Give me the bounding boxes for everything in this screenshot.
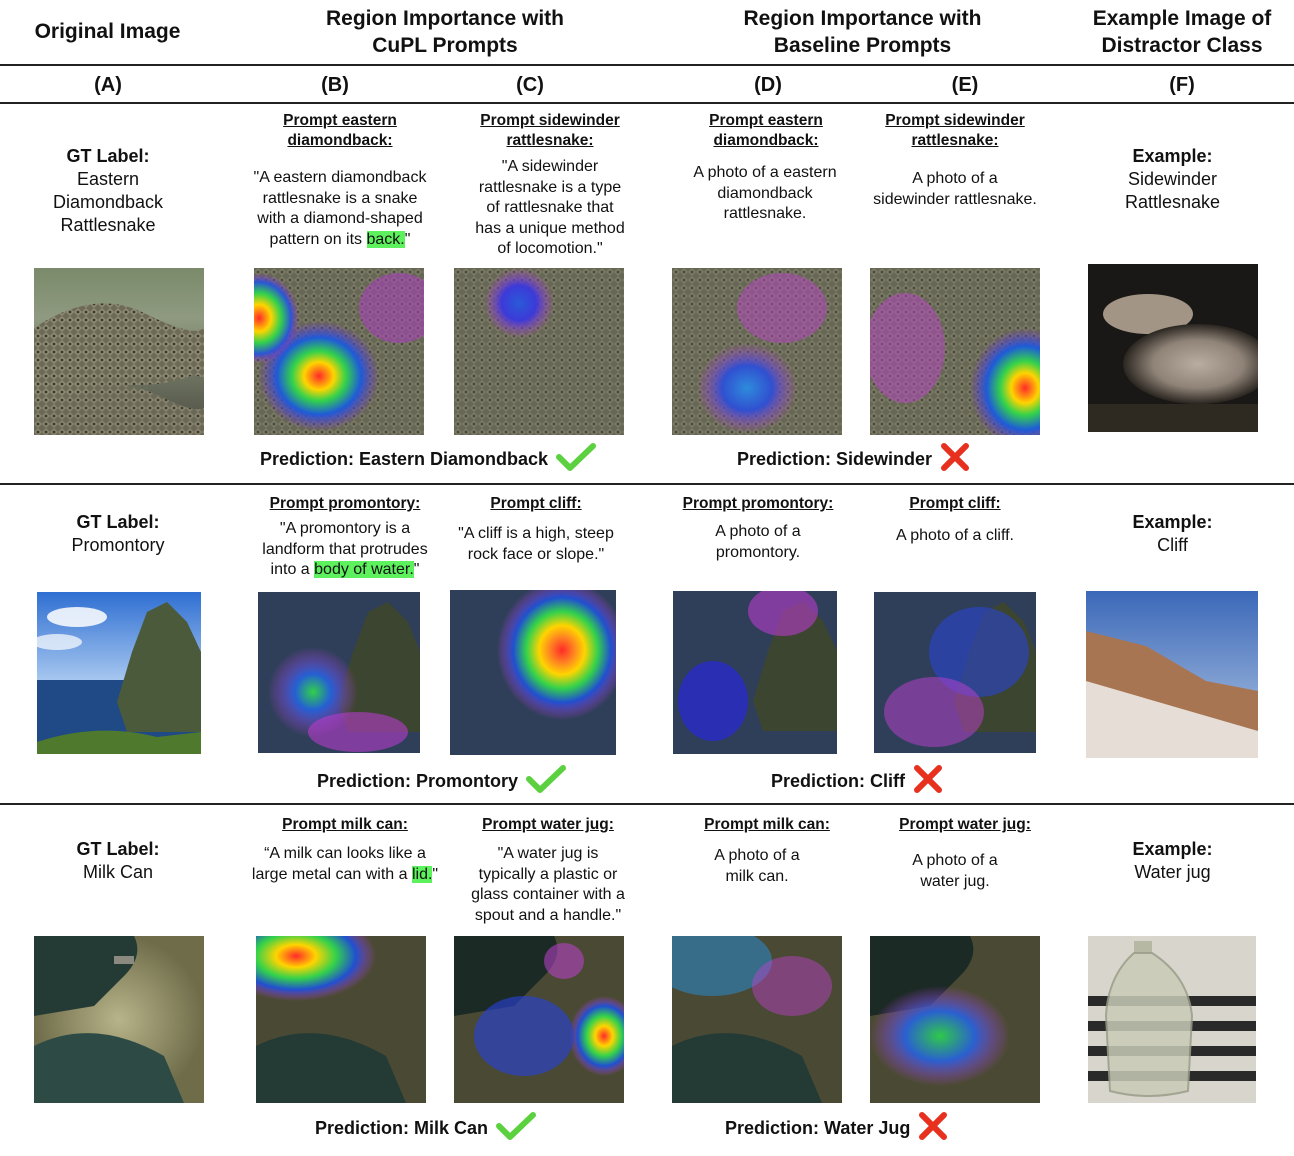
example-label: Sidewinder Rattlesnake <box>1124 169 1221 212</box>
example-image-cliff <box>1086 591 1258 758</box>
cupl-prompt-text-gt: “A milk can looks like a large metal can… <box>251 845 439 883</box>
heatmap-cupl-distractor-milk-can <box>454 936 624 1103</box>
highlight-word: body of water. <box>314 561 414 578</box>
header-rule-top <box>0 64 1294 66</box>
column-letter-a: (A) <box>94 74 122 96</box>
heatmap-cupl-distractor-snake <box>454 268 624 435</box>
heatmap-baseline-distractor-milk-can <box>870 936 1040 1103</box>
cupl-prompt-title-distractor: Prompt cliff: <box>490 495 582 512</box>
header-original-image: Original Image <box>34 20 181 43</box>
example-title: Example: <box>1132 146 1213 166</box>
cupl-prompt-title-distractor: Prompt sidewinder rattlesnake: <box>480 112 620 149</box>
highlight-word: lid. <box>411 865 433 883</box>
cupl-prompt-text-gt: "A promontory is a landform that protrud… <box>262 520 428 578</box>
baseline-prompt-title-gt: Prompt promontory: <box>682 495 834 512</box>
heatmap-cupl-gt-promontory <box>258 592 420 753</box>
baseline-prompt-text-distractor: A photo of a cliff. <box>895 527 1014 544</box>
baseline-prompt-title-distractor: Prompt water jug: <box>899 816 1031 833</box>
prediction-baseline: Prediction: Water Jug <box>725 1111 948 1146</box>
column-letter-c: (C) <box>516 74 544 96</box>
header-baseline: Region Importance with Baseline Prompts <box>743 7 982 57</box>
heatmap-cupl-gt-snake <box>254 268 424 435</box>
cupl-prompt-text-gt: "A eastern diamondback rattlesnake is a … <box>253 169 427 248</box>
example-label: Cliff <box>1157 535 1188 555</box>
column-letter-d: (D) <box>754 74 782 96</box>
gt-label-title: GT Label: <box>66 146 150 166</box>
example-title: Example: <box>1132 839 1213 859</box>
row-divider-2 <box>0 803 1294 805</box>
header-distractor: Example Image of Distractor Class <box>1092 7 1272 57</box>
checkmark-icon <box>526 764 567 798</box>
cross-icon <box>913 764 943 799</box>
example-title: Example: <box>1132 512 1213 532</box>
cupl-prompt-text-distractor: "A cliff is a high, steep rock face or s… <box>458 525 614 563</box>
prediction-cupl: Prediction: Eastern Diamondback <box>260 442 597 476</box>
heatmap-baseline-gt-promontory <box>673 591 837 754</box>
heatmap-cupl-distractor-promontory <box>450 590 616 755</box>
column-letter-b: (B) <box>321 74 349 96</box>
gt-label-title: GT Label: <box>76 512 160 532</box>
original-image-snake <box>34 268 204 435</box>
cupl-prompt-title-gt: Prompt promontory: <box>269 495 421 512</box>
header-rule-bottom <box>0 102 1294 104</box>
example-image-water-jug <box>1088 936 1256 1103</box>
example-label: Water jug <box>1134 862 1211 882</box>
baseline-prompt-title-gt: Prompt milk can: <box>704 816 830 833</box>
cupl-prompt-text-distractor: "A water jug is typically a plastic or g… <box>471 845 625 924</box>
gt-label-value: Promontory <box>71 535 165 555</box>
cupl-prompt-title-gt: Prompt milk can: <box>282 816 408 833</box>
column-letter-e: (E) <box>951 74 979 96</box>
heatmap-baseline-gt-snake <box>672 268 842 435</box>
prediction-baseline: Prediction: Sidewinder <box>737 442 970 473</box>
baseline-prompt-title-gt: Prompt eastern diamondback: <box>709 112 823 149</box>
baseline-prompt-title-distractor: Prompt cliff: <box>909 495 1001 512</box>
checkmark-icon <box>496 1111 537 1145</box>
heatmap-baseline-distractor-snake <box>870 268 1040 435</box>
example-image-sidewinder <box>1088 264 1258 432</box>
gt-label-title: GT Label: <box>76 839 160 859</box>
cupl-prompt-title-gt: Prompt eastern diamondback: <box>283 112 397 149</box>
cross-icon <box>918 1111 948 1146</box>
prediction-baseline: Prediction: Cliff <box>771 764 943 799</box>
baseline-prompt-text-gt: A photo of a milk can. <box>714 847 800 885</box>
cupl-prompt-title-distractor: Prompt water jug: <box>482 816 614 833</box>
prediction-cupl: Prediction: Promontory <box>317 764 567 798</box>
baseline-prompt-title-distractor: Prompt sidewinder rattlesnake: <box>885 112 1025 149</box>
header-cupl: Region Importance with CuPL Prompts <box>325 7 564 57</box>
column-letter-f: (F) <box>1169 74 1195 96</box>
gt-label-value: Eastern Diamondback Rattlesnake <box>52 169 164 235</box>
baseline-prompt-text-gt: A photo of a promontory. <box>715 523 801 561</box>
heatmap-baseline-distractor-promontory <box>874 592 1036 753</box>
heatmap-baseline-gt-milk-can <box>672 936 842 1103</box>
baseline-prompt-text-distractor: A photo of a water jug. <box>912 852 998 890</box>
cross-icon <box>940 442 970 477</box>
heatmap-cupl-gt-milk-can <box>256 936 426 1103</box>
row-divider-1 <box>0 483 1294 485</box>
original-image-promontory <box>37 592 201 754</box>
prediction-cupl: Prediction: Milk Can <box>315 1111 537 1145</box>
cupl-prompt-text-distractor: "A sidewinder rattlesnake is a type of r… <box>475 158 625 257</box>
original-image-milk-can <box>34 936 204 1103</box>
baseline-prompt-text-distractor: A photo of a sidewinder rattlesnake. <box>873 170 1037 208</box>
gt-label-value: Milk Can <box>82 862 153 882</box>
baseline-prompt-text-gt: A photo of a eastern diamondback rattles… <box>693 164 837 222</box>
highlight-word: back. <box>366 230 405 248</box>
checkmark-icon <box>556 442 597 476</box>
